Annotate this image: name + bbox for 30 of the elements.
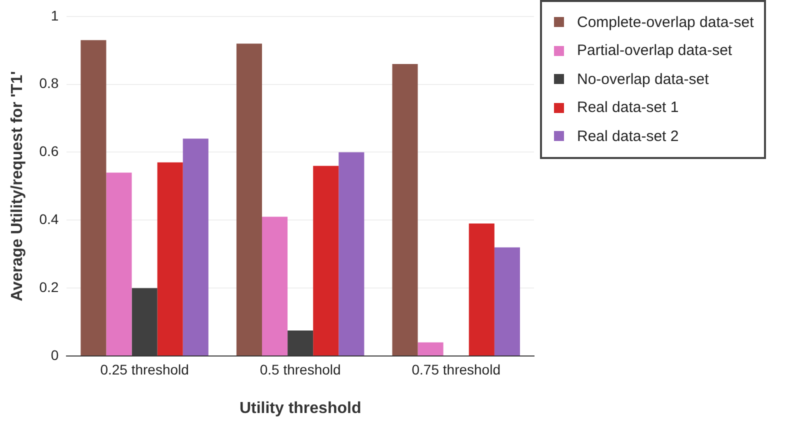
- legend-label: Real data-set 2: [577, 128, 679, 145]
- legend-label: Real data-set 1: [577, 99, 679, 116]
- bar: [157, 162, 183, 356]
- bar: [132, 288, 158, 356]
- x-tick-label: 0.75 threshold: [412, 361, 500, 378]
- x-axis-title: Utility threshold: [239, 400, 362, 417]
- legend-label: No-overlap data-set: [577, 70, 709, 88]
- bar: [392, 64, 418, 356]
- y-tick-label: 0.6: [39, 143, 59, 160]
- bar: [236, 44, 262, 356]
- legend-label: Partial-overlap data-set: [577, 42, 732, 60]
- y-tick-label: 0: [50, 346, 59, 363]
- x-tick-label: 0.5 threshold: [260, 361, 341, 378]
- bar: [418, 342, 444, 356]
- bar: [182, 138, 208, 356]
- y-axis-title: Average Utility/request for 'T1': [9, 71, 26, 302]
- y-tick-label: 0.2: [39, 278, 59, 295]
- bar: [288, 330, 314, 356]
- bar: [313, 166, 339, 356]
- bar: [338, 152, 364, 356]
- bar: [262, 216, 288, 356]
- bar: [494, 247, 520, 356]
- legend-label: Complete-overlap data-set: [577, 14, 754, 31]
- y-tick-label: 0.4: [39, 211, 59, 228]
- bar: [106, 172, 132, 356]
- y-tick-label: 1: [50, 7, 59, 24]
- y-tick-label: 0.8: [39, 75, 59, 92]
- bar: [468, 224, 494, 356]
- bar: [80, 40, 106, 356]
- x-tick-label: 0.25 threshold: [100, 361, 189, 378]
